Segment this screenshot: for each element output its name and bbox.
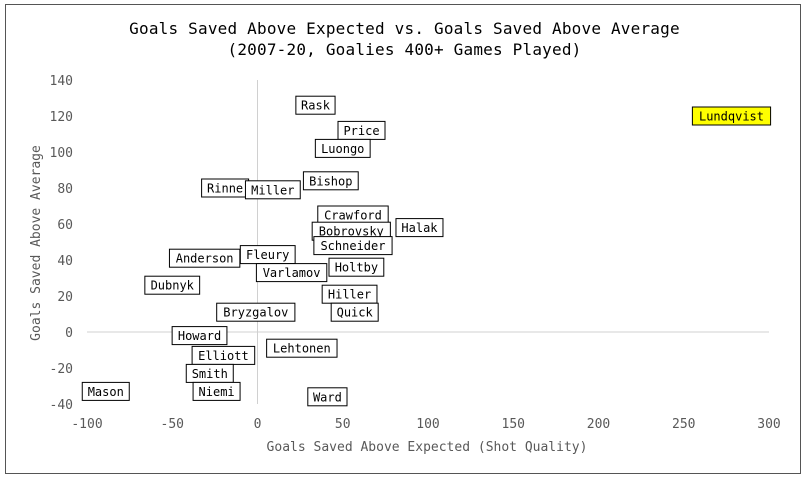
data-label-box <box>244 180 301 200</box>
data-label-box <box>171 326 228 346</box>
data-label-text: Quick <box>337 306 374 320</box>
data-point-lehtonen: Lehtonen <box>266 338 338 358</box>
data-point-dubnyk: Dubnyk <box>144 275 201 295</box>
data-point-elliott: Elliott <box>191 345 256 365</box>
data-label-text: Smith <box>192 367 228 381</box>
data-label-text: Holtby <box>335 261 378 275</box>
data-label-box <box>307 387 348 407</box>
data-point-howard: Howard <box>171 326 228 346</box>
data-label-box <box>302 171 359 191</box>
data-point-schneider: Schneider <box>313 236 393 256</box>
x-tick-label: 300 <box>757 417 780 432</box>
data-label-text: Mason <box>88 385 124 399</box>
data-label-text: Hiller <box>328 288 371 302</box>
data-label-text: Miller <box>251 183 294 197</box>
chart-title: Goals Saved Above Expected vs. Goals Sav… <box>129 19 680 38</box>
data-label-text: Bryzgalov <box>223 306 288 320</box>
x-tick-label: -100 <box>71 417 102 432</box>
point-labels: Lundqvist Rask Price Luongo Bishop Rinne Mille… <box>81 95 772 407</box>
data-label-box <box>266 338 338 358</box>
x-tick-label: 250 <box>672 417 695 432</box>
data-label-text: Anderson <box>176 252 234 266</box>
data-label-text: Fleury <box>246 248 289 262</box>
data-label-text: Rask <box>301 99 331 113</box>
data-point-bishop: Bishop <box>302 171 359 191</box>
x-tick-label: 0 <box>254 417 262 432</box>
data-point-ward: Ward <box>307 387 348 407</box>
data-label-box <box>330 302 379 322</box>
y-tick-label: -20 <box>50 362 73 377</box>
data-label-box <box>691 106 772 126</box>
chart-frame <box>5 4 801 474</box>
data-point-crawford: Crawford <box>317 205 389 225</box>
data-label-box <box>313 236 393 256</box>
data-point-bobrovsky: Bobrovsky <box>311 221 391 241</box>
data-label-box <box>328 257 385 277</box>
data-point-rinne: Rinne <box>201 178 250 198</box>
data-label-text: Rinne <box>207 182 243 196</box>
data-label-box <box>192 381 241 401</box>
x-tick-label: 50 <box>335 417 351 432</box>
x-tick-label: 100 <box>416 417 439 432</box>
data-label-text: Schneider <box>320 239 385 253</box>
data-point-miller: Miller <box>244 180 301 200</box>
data-label-box <box>255 263 328 283</box>
data-label-box <box>395 218 444 238</box>
chart-subtitle: (2007-20, Goalies 400+ Games Played) <box>227 40 582 59</box>
data-point-fleury: Fleury <box>239 245 296 265</box>
data-label-text: Lundqvist <box>699 110 764 124</box>
data-point-anderson: Anderson <box>168 248 241 268</box>
data-label-text: Lehtonen <box>273 342 331 356</box>
data-label-text: Bishop <box>309 174 352 188</box>
y-tick-label: 20 <box>57 290 73 305</box>
y-tick-label: 80 <box>57 182 73 197</box>
data-label-text: Varlamov <box>263 266 321 280</box>
data-point-quick: Quick <box>330 302 379 322</box>
x-tick-label: 150 <box>502 417 525 432</box>
data-label-text: Elliott <box>198 349 249 363</box>
y-tick-label: 120 <box>50 110 73 125</box>
y-tick-label: 0 <box>65 326 73 341</box>
y-tick-label: 140 <box>50 74 73 89</box>
x-axis-label: Goals Saved Above Expected (Shot Quality… <box>267 440 588 455</box>
data-point-lundqvist: Lundqvist <box>691 106 772 126</box>
data-label-text: Crawford <box>324 209 382 223</box>
data-label-text: Howard <box>178 329 221 343</box>
data-label-text: Luongo <box>321 142 364 156</box>
data-label-box <box>216 302 296 322</box>
x-tick-label: 200 <box>587 417 610 432</box>
x-tick-label: -50 <box>161 417 184 432</box>
y-tick-label: 100 <box>50 146 73 161</box>
y-axis-label: Goals Saved Above Average <box>29 145 44 341</box>
data-point-price: Price <box>337 120 386 140</box>
data-point-hiller: Hiller <box>321 284 378 304</box>
data-point-bryzgalov: Bryzgalov <box>216 302 296 322</box>
data-point-smith: Smith <box>185 363 234 383</box>
y-tick-label: -40 <box>50 398 73 413</box>
data-point-mason: Mason <box>81 381 130 401</box>
data-label-box <box>295 95 336 115</box>
data-point-luongo: Luongo <box>314 138 371 158</box>
y-tick-label: 40 <box>57 254 73 269</box>
y-tick-label: 60 <box>57 218 73 233</box>
data-point-halak: Halak <box>395 218 444 238</box>
data-label-text: Niemi <box>199 385 235 399</box>
data-point-rask: Rask <box>295 95 336 115</box>
data-label-box <box>81 381 130 401</box>
axes: -100 -50 0 50 100 150 200 250 300 -40 -20 0 20 40 60 80… <box>50 74 781 432</box>
data-label-box <box>144 275 201 295</box>
data-label-box <box>314 138 371 158</box>
data-label-text: Bobrovsky <box>319 225 384 239</box>
data-point-varlamov: Varlamov <box>255 263 328 283</box>
data-label-text: Dubnyk <box>151 279 195 293</box>
data-point-holtby: Holtby <box>328 257 385 277</box>
data-label-text: Halak <box>401 221 438 235</box>
data-label-text: Price <box>343 124 379 138</box>
data-label-text: Ward <box>313 390 342 404</box>
data-point-niemi: Niemi <box>192 381 241 401</box>
